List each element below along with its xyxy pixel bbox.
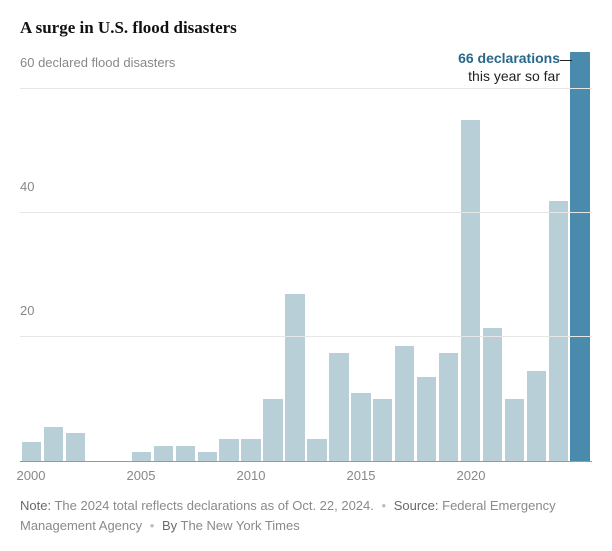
bar — [307, 439, 326, 461]
bar — [219, 439, 238, 461]
bar — [461, 120, 480, 461]
bar — [241, 439, 260, 461]
bar — [66, 433, 85, 461]
chart-title: A surge in U.S. flood disasters — [20, 18, 592, 38]
bars-group — [20, 52, 592, 461]
note-label: Note: — [20, 498, 51, 513]
separator-dot: • — [378, 498, 391, 513]
bar — [22, 442, 41, 461]
bar — [132, 452, 151, 461]
x-axis: 2000 2005 2010 2015 2020 — [20, 462, 592, 486]
source-label: Source: — [394, 498, 439, 513]
bar — [417, 377, 436, 461]
y-axis-label: 60 declared flood disasters — [20, 55, 175, 72]
bar — [154, 446, 173, 461]
annotation-plain: this year so far — [458, 68, 560, 86]
x-tick-label: 2020 — [457, 468, 486, 483]
bar — [351, 393, 370, 461]
bar — [395, 346, 414, 461]
chart-container: 66 declarations this year so far 20 40 60 … — [20, 52, 592, 486]
bar — [285, 294, 304, 461]
y-tick-label: 40 — [20, 179, 34, 196]
bar — [176, 446, 195, 461]
bar — [373, 399, 392, 461]
bar — [263, 399, 282, 461]
x-tick-label: 2015 — [347, 468, 376, 483]
x-tick-label: 2005 — [127, 468, 156, 483]
bar — [505, 399, 524, 461]
byline-label: By — [162, 518, 177, 533]
bar — [483, 328, 502, 461]
bar — [44, 427, 63, 461]
x-tick-label: 2000 — [17, 468, 46, 483]
chart-footer: Note: The 2024 total reflects declaratio… — [20, 496, 592, 535]
separator-dot: • — [146, 518, 159, 533]
annotation-bold: 66 declarations — [458, 50, 560, 68]
byline-text: The New York Times — [181, 518, 300, 533]
highlight-annotation: 66 declarations this year so far — [458, 50, 560, 85]
note-text: The 2024 total reflects declarations as … — [54, 498, 373, 513]
y-tick-label: 20 — [20, 303, 34, 320]
bar — [527, 371, 546, 461]
bar — [439, 353, 458, 461]
x-tick-label: 2010 — [237, 468, 266, 483]
bar — [549, 201, 568, 461]
bar-highlight — [570, 52, 589, 461]
bar — [329, 353, 348, 461]
annotation-leader-line — [560, 60, 572, 61]
bar — [198, 452, 217, 461]
plot-area: 66 declarations this year so far 20 40 60 … — [20, 52, 592, 462]
